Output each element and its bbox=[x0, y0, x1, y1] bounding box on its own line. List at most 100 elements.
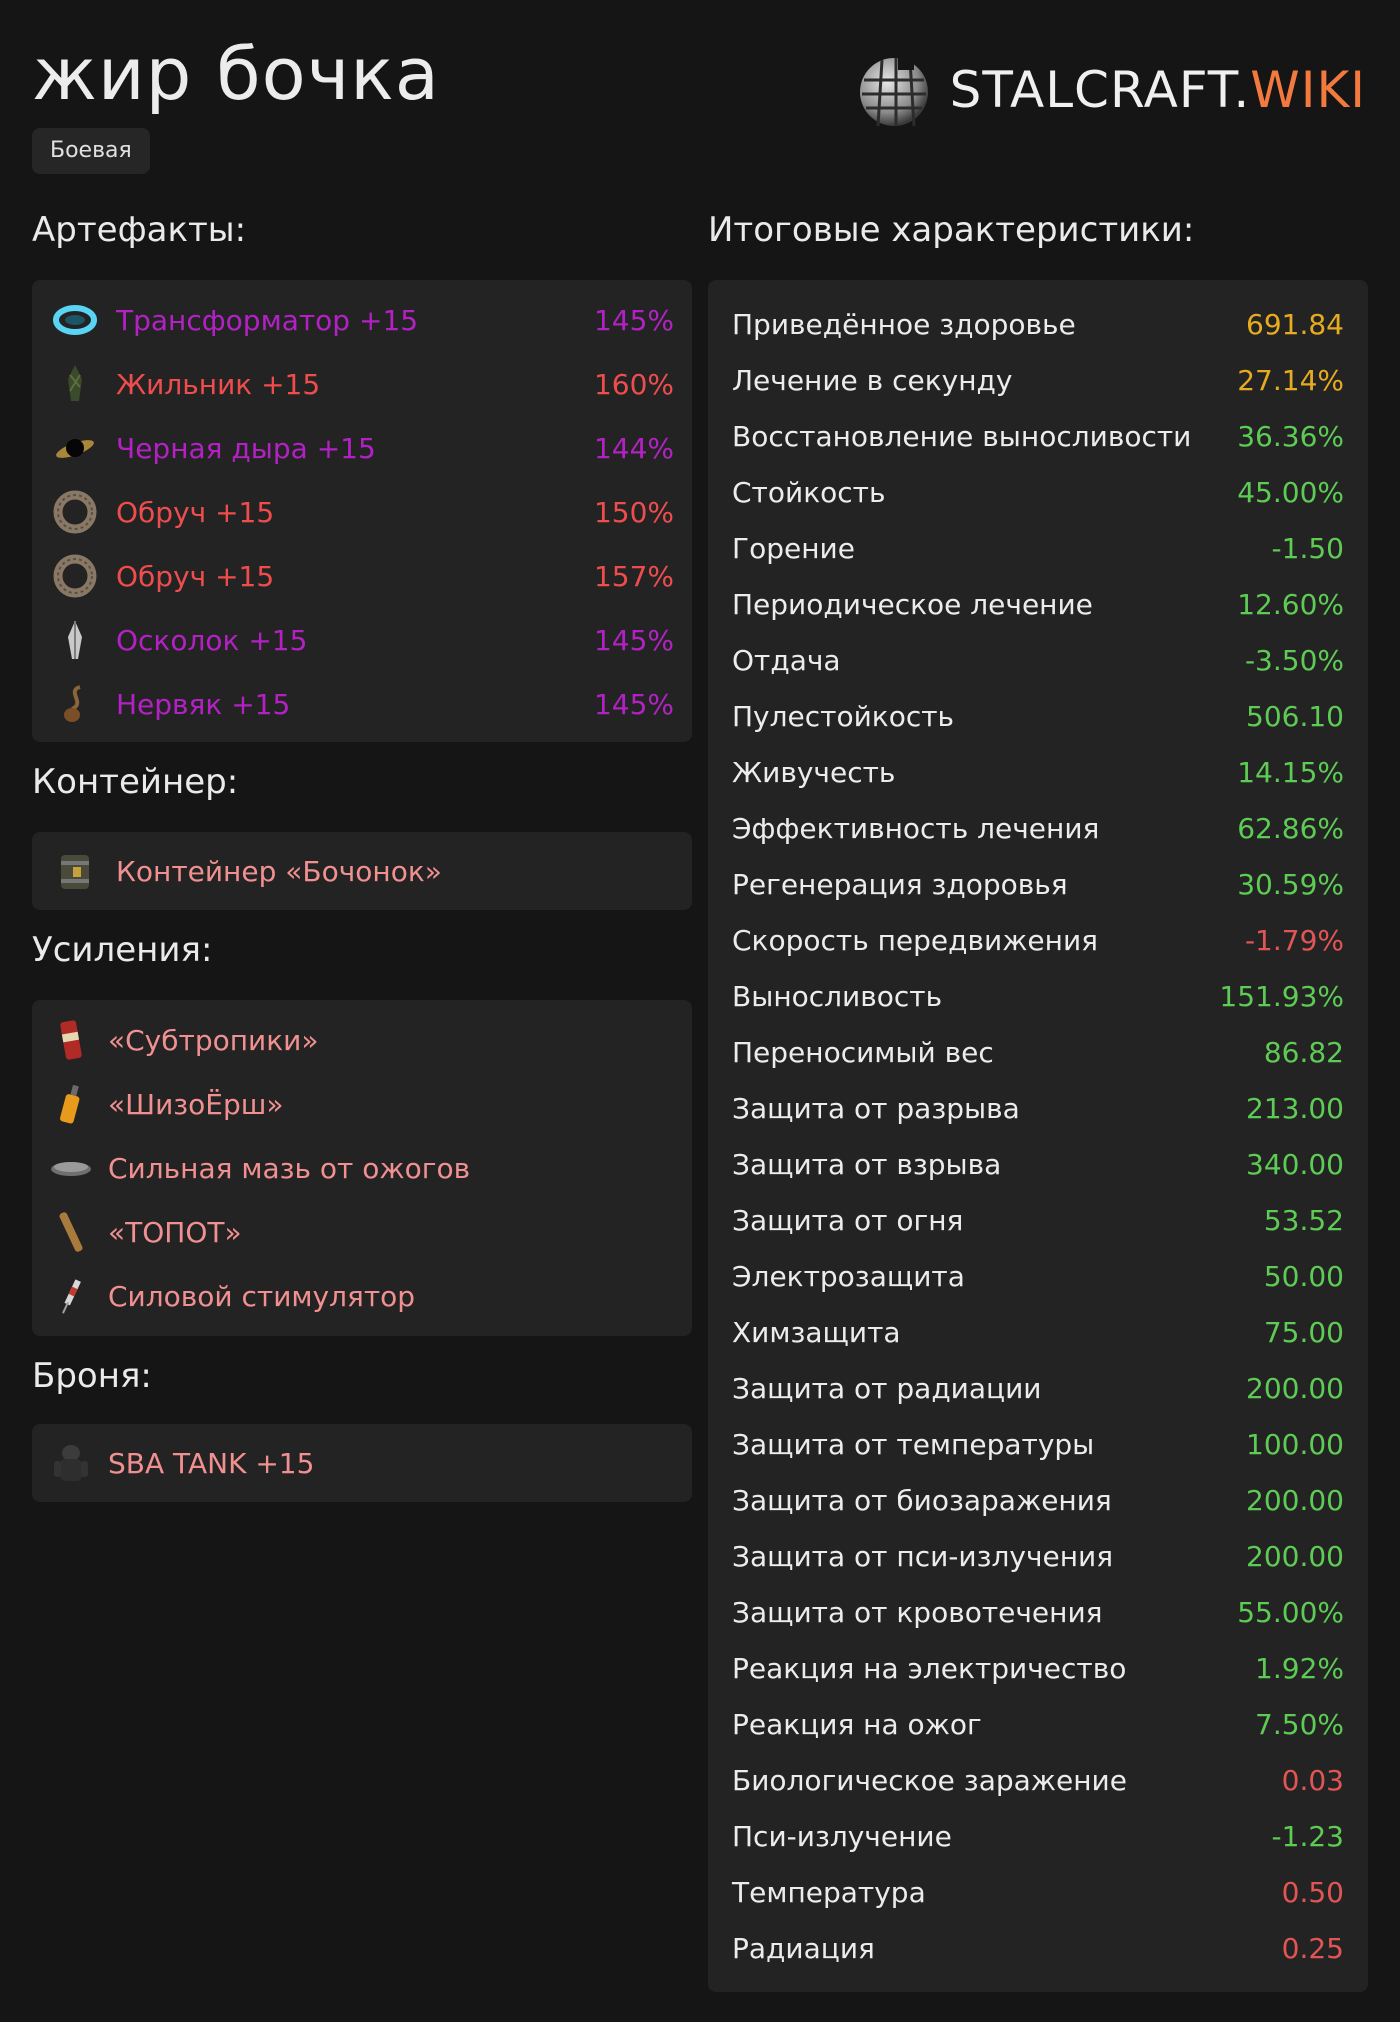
stat-row: Защита от биозаражения 200.00 bbox=[732, 1472, 1344, 1528]
stat-name: Реакция на электричество bbox=[732, 1651, 1127, 1685]
black-hole-icon bbox=[50, 423, 100, 473]
artifact-row[interactable]: Нервяк +15 145% bbox=[32, 672, 692, 736]
stat-value: 506.10 bbox=[1246, 699, 1344, 733]
stats-heading: Итоговые характеристики: bbox=[708, 210, 1195, 250]
stat-name: Восстановление выносливости bbox=[732, 419, 1192, 453]
stat-value: -1.79% bbox=[1244, 923, 1344, 957]
artifact-percent: 160% bbox=[593, 367, 674, 401]
stat-row: Стойкость 45.00% bbox=[732, 464, 1344, 520]
stat-name: Защита от температуры bbox=[732, 1427, 1095, 1461]
artifact-name: Обруч +15 bbox=[116, 559, 275, 593]
artifact-row[interactable]: Обруч +15 150% bbox=[32, 480, 692, 544]
stat-row: Защита от радиации 200.00 bbox=[732, 1360, 1344, 1416]
hoop-icon bbox=[50, 551, 100, 601]
boost-name: Силовой стимулятор bbox=[108, 1279, 416, 1313]
stat-value: 100.00 bbox=[1246, 1427, 1344, 1461]
stat-name: Радиация bbox=[732, 1931, 875, 1965]
artifact-name: Трансформатор +15 bbox=[116, 303, 419, 337]
artifact-name: Обруч +15 bbox=[116, 495, 275, 529]
armor-icon bbox=[46, 1438, 96, 1488]
stat-row: Выносливость 151.93% bbox=[732, 968, 1344, 1024]
stat-value: 200.00 bbox=[1246, 1483, 1344, 1517]
artifact-percent: 145% bbox=[593, 687, 674, 721]
build-type-badge[interactable]: Боевая bbox=[32, 128, 150, 174]
stat-row: Горение -1.50 bbox=[732, 520, 1344, 576]
boost-name: «ТОПОТ» bbox=[108, 1215, 242, 1249]
stat-value: 1.92% bbox=[1255, 1651, 1344, 1685]
artifacts-heading: Артефакты: bbox=[32, 210, 247, 250]
stat-row: Температура 0.50 bbox=[732, 1864, 1344, 1920]
nervyak-icon bbox=[50, 679, 100, 729]
artifact-name: Черная дыра +15 bbox=[116, 431, 376, 465]
stat-name: Горение bbox=[732, 531, 855, 565]
container-item[interactable]: Контейнер «Бочонок» bbox=[32, 839, 692, 903]
stat-row: Защита от огня 53.52 bbox=[732, 1192, 1344, 1248]
logo-text-main: STALCRAFT. bbox=[949, 61, 1251, 119]
artifact-percent: 145% bbox=[593, 623, 674, 657]
stat-name: Приведённое здоровье bbox=[732, 307, 1076, 341]
artifact-percent: 157% bbox=[593, 559, 674, 593]
container-panel: Контейнер «Бочонок» bbox=[32, 832, 692, 910]
stat-value: 50.00 bbox=[1263, 1259, 1344, 1293]
boost-name: «ШизоЁрш» bbox=[108, 1087, 284, 1121]
stat-value: 45.00% bbox=[1237, 475, 1344, 509]
burn-ointment-icon bbox=[46, 1143, 96, 1193]
stat-row: Защита от пси-излучения 200.00 bbox=[732, 1528, 1344, 1584]
stat-value: 55.00% bbox=[1237, 1595, 1344, 1629]
artifact-row[interactable]: Осколок +15 145% bbox=[32, 608, 692, 672]
stat-value: 86.82 bbox=[1263, 1035, 1344, 1069]
stat-value: 340.00 bbox=[1246, 1147, 1344, 1181]
stat-row: Эффективность лечения 62.86% bbox=[732, 800, 1344, 856]
artifact-row[interactable]: Трансформатор +15 145% bbox=[32, 288, 692, 352]
stalcraft-wiki-logo[interactable]: STALCRAFT.WIKI bbox=[854, 50, 1366, 130]
container-heading: Контейнер: bbox=[32, 762, 239, 802]
stat-row: Защита от взрыва 340.00 bbox=[732, 1136, 1344, 1192]
stat-row: Регенерация здоровья 30.59% bbox=[732, 856, 1344, 912]
boost-row[interactable]: Сильная мазь от ожогов bbox=[32, 1136, 692, 1200]
subtropics-can-icon bbox=[46, 1015, 96, 1065]
armor-item[interactable]: SBA TANK +15 bbox=[32, 1431, 692, 1495]
boost-row[interactable]: Силовой стимулятор bbox=[32, 1264, 692, 1328]
stat-name: Живучесть bbox=[732, 755, 896, 789]
stat-row: Защита от температуры 100.00 bbox=[732, 1416, 1344, 1472]
stat-row: Защита от разрыва 213.00 bbox=[732, 1080, 1344, 1136]
barrel-container-icon bbox=[50, 846, 100, 896]
stat-row: Электрозащита 50.00 bbox=[732, 1248, 1344, 1304]
artifact-name: Осколок +15 bbox=[116, 623, 308, 657]
boost-name: Сильная мазь от ожогов bbox=[108, 1151, 471, 1185]
boost-name: «Субтропики» bbox=[108, 1023, 319, 1057]
stat-name: Защита от кровотечения bbox=[732, 1595, 1103, 1629]
artifact-name: Нервяк +15 bbox=[116, 687, 291, 721]
build-title: жир бочка bbox=[32, 32, 440, 116]
artifact-row[interactable]: Жильник +15 160% bbox=[32, 352, 692, 416]
stat-name: Химзащита bbox=[732, 1315, 901, 1349]
stat-row: Радиация 0.25 bbox=[732, 1920, 1344, 1976]
artifact-percent: 150% bbox=[593, 495, 674, 529]
wiki-globe-icon bbox=[859, 54, 928, 127]
stat-value: 0.50 bbox=[1281, 1875, 1344, 1909]
stat-row: Пулестойкость 506.10 bbox=[732, 688, 1344, 744]
stat-name: Регенерация здоровья bbox=[732, 867, 1068, 901]
boost-row[interactable]: «ШизоЁрш» bbox=[32, 1072, 692, 1136]
stat-name: Лечение в секунду bbox=[732, 363, 1013, 397]
stat-value: 0.25 bbox=[1281, 1931, 1344, 1965]
armor-heading: Броня: bbox=[32, 1356, 152, 1396]
stat-row: Лечение в секунду 27.14% bbox=[732, 352, 1344, 408]
boosts-panel: «Субтропики» «ШизоЁрш» Сильная мазь от ожо… bbox=[32, 1000, 692, 1336]
stat-value: 53.52 bbox=[1263, 1203, 1344, 1237]
stat-name: Защита от взрыва bbox=[732, 1147, 1002, 1181]
artifact-row[interactable]: Обруч +15 157% bbox=[32, 544, 692, 608]
stats-panel: Приведённое здоровье 691.84 Лечение в секу… bbox=[708, 280, 1368, 1992]
stat-value: 200.00 bbox=[1246, 1539, 1344, 1573]
stat-row: Защита от кровотечения 55.00% bbox=[732, 1584, 1344, 1640]
stat-value: 691.84 bbox=[1246, 307, 1344, 341]
artifact-row[interactable]: Черная дыра +15 144% bbox=[32, 416, 692, 480]
stat-name: Защита от огня bbox=[732, 1203, 964, 1237]
boost-row[interactable]: «ТОПОТ» bbox=[32, 1200, 692, 1264]
stat-value: -1.23 bbox=[1271, 1819, 1344, 1853]
boost-row[interactable]: «Субтропики» bbox=[32, 1008, 692, 1072]
stat-name: Биологическое заражение bbox=[732, 1763, 1127, 1797]
stat-row: Отдача -3.50% bbox=[732, 632, 1344, 688]
stat-name: Температура bbox=[732, 1875, 926, 1909]
stat-value: 14.15% bbox=[1237, 755, 1344, 789]
